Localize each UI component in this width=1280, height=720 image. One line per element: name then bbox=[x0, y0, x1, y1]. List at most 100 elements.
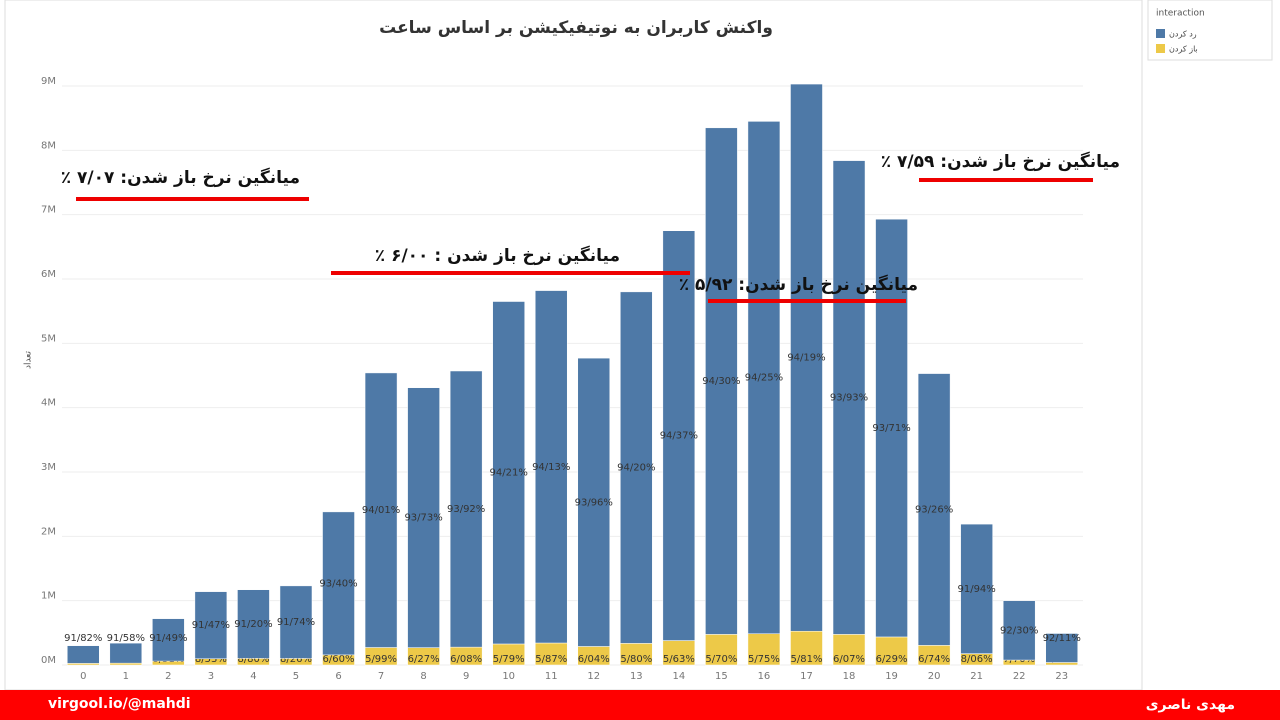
x-tick-label: 23 bbox=[1055, 671, 1068, 682]
annotation: میانگین نرخ باز شدن: ۷/۵۹ ٪ bbox=[881, 151, 1120, 172]
bar-segment bbox=[960, 523, 993, 654]
x-tick-label: 21 bbox=[970, 671, 983, 682]
data-label: 6/74% bbox=[918, 654, 950, 665]
y-tick-label: 6M bbox=[41, 269, 56, 280]
data-label: 93/96% bbox=[575, 497, 613, 508]
bar-segment bbox=[875, 636, 908, 666]
bar-segment bbox=[620, 291, 653, 644]
legend-box bbox=[1147, 0, 1273, 61]
data-label: 5/99% bbox=[365, 654, 397, 665]
bar-segment bbox=[875, 218, 908, 638]
data-label: 92/11% bbox=[1043, 633, 1081, 644]
x-tick-label: 18 bbox=[843, 671, 856, 682]
annotation: میانگین نرخ باز شدن : ۶/۰۰ ٪ bbox=[375, 245, 620, 266]
x-tick-label: 22 bbox=[1013, 671, 1026, 682]
data-label: 8/06% bbox=[961, 654, 993, 665]
data-label: 91/20% bbox=[234, 619, 272, 630]
data-label: 91/74% bbox=[277, 617, 315, 628]
annotation: میانگین نرخ باز شدن: ۷/۰۷ ٪ bbox=[61, 167, 300, 188]
y-tick-label: 7M bbox=[41, 205, 56, 216]
x-tick-label: 1 bbox=[123, 671, 129, 682]
data-label: 5/63% bbox=[663, 654, 695, 665]
data-label: 91/58% bbox=[107, 633, 145, 644]
x-tick-label: 6 bbox=[335, 671, 341, 682]
bar-segment bbox=[67, 645, 100, 664]
bar-segment bbox=[577, 357, 611, 647]
bar-segment bbox=[1045, 633, 1078, 663]
x-tick-label: 16 bbox=[758, 671, 771, 682]
x-tick-label: 10 bbox=[502, 671, 515, 682]
x-tick-label: 9 bbox=[463, 671, 469, 682]
bar-segment bbox=[747, 633, 781, 666]
x-tick-label: 7 bbox=[378, 671, 384, 682]
annotation: میانگین نرخ باز شدن: ۵/۹۲ ٪ bbox=[679, 274, 918, 295]
x-tick-label: 13 bbox=[630, 671, 643, 682]
data-label: 8/53% bbox=[195, 654, 227, 665]
bar-segment bbox=[492, 301, 525, 645]
x-tick-label: 0 bbox=[80, 671, 86, 682]
data-label: 6/29% bbox=[876, 654, 908, 665]
y-tick-label: 5M bbox=[41, 333, 56, 344]
bar-segment bbox=[790, 83, 823, 632]
bar-segment bbox=[322, 511, 355, 656]
data-label: 6/07% bbox=[833, 654, 865, 665]
data-label: 5/70% bbox=[705, 654, 737, 665]
bar-segment bbox=[407, 387, 440, 648]
x-tick-label: 15 bbox=[715, 671, 728, 682]
data-label: 91/82% bbox=[64, 633, 102, 644]
data-label: 94/19% bbox=[787, 353, 825, 364]
x-tick-label: 4 bbox=[250, 671, 256, 682]
data-label: 93/92% bbox=[447, 504, 485, 515]
data-label: 5/81% bbox=[790, 654, 822, 665]
data-label: 6/27% bbox=[408, 654, 440, 665]
legend-swatch bbox=[1156, 29, 1165, 38]
data-label: 93/26% bbox=[915, 504, 953, 515]
legend-label: رد کردن bbox=[1169, 30, 1197, 39]
y-tick-label: 9M bbox=[41, 76, 56, 87]
x-tick-label: 3 bbox=[208, 671, 214, 682]
x-tick-label: 19 bbox=[885, 671, 898, 682]
y-tick-label: 1M bbox=[41, 591, 56, 602]
data-label: 94/01% bbox=[362, 505, 400, 516]
data-label: 93/71% bbox=[872, 423, 910, 434]
bar-segment bbox=[662, 230, 696, 641]
bar-segment bbox=[364, 372, 398, 648]
footer-bar bbox=[0, 690, 1280, 720]
x-tick-label: 8 bbox=[420, 671, 426, 682]
data-label: 5/79% bbox=[493, 654, 525, 665]
data-label: 6/60% bbox=[323, 654, 355, 665]
chart-title: واکنش کاربران به نوتیفیکیشن بر اساس ساعت bbox=[379, 18, 773, 38]
bar-segment bbox=[109, 642, 143, 664]
bar-segment bbox=[1002, 600, 1036, 661]
y-tick-label: 8M bbox=[41, 140, 56, 151]
x-tick-label: 5 bbox=[293, 671, 299, 682]
data-label: 6/04% bbox=[578, 654, 610, 665]
data-label: 8/80% bbox=[237, 654, 269, 665]
y-axis-label: تعداد bbox=[24, 350, 34, 369]
data-label: 93/93% bbox=[830, 393, 868, 404]
legend-title: interaction bbox=[1156, 9, 1205, 19]
data-label: 8/26% bbox=[280, 654, 312, 665]
x-tick-label: 11 bbox=[545, 671, 558, 682]
bar-segment bbox=[705, 127, 738, 635]
data-label: 5/87% bbox=[535, 654, 567, 665]
footer-right: مهدی ناصری bbox=[1146, 697, 1235, 713]
data-label: 91/49% bbox=[149, 633, 187, 644]
x-tick-label: 17 bbox=[800, 671, 813, 682]
data-label: 6/08% bbox=[450, 654, 482, 665]
data-label: 92/30% bbox=[1000, 625, 1038, 636]
bar-segment bbox=[832, 634, 866, 666]
bar-segment bbox=[917, 373, 951, 646]
data-label: 94/20% bbox=[617, 463, 655, 474]
bar-segment bbox=[237, 589, 270, 659]
data-label: 93/40% bbox=[319, 578, 357, 589]
data-label: 94/13% bbox=[532, 462, 570, 473]
y-tick-label: 2M bbox=[41, 526, 56, 537]
bar-segment bbox=[534, 290, 568, 644]
data-label: 93/73% bbox=[404, 513, 442, 524]
data-label: 91/47% bbox=[192, 620, 230, 631]
bar-segment bbox=[662, 640, 696, 666]
bar-segment bbox=[152, 618, 185, 662]
data-label: 91/94% bbox=[957, 584, 995, 595]
